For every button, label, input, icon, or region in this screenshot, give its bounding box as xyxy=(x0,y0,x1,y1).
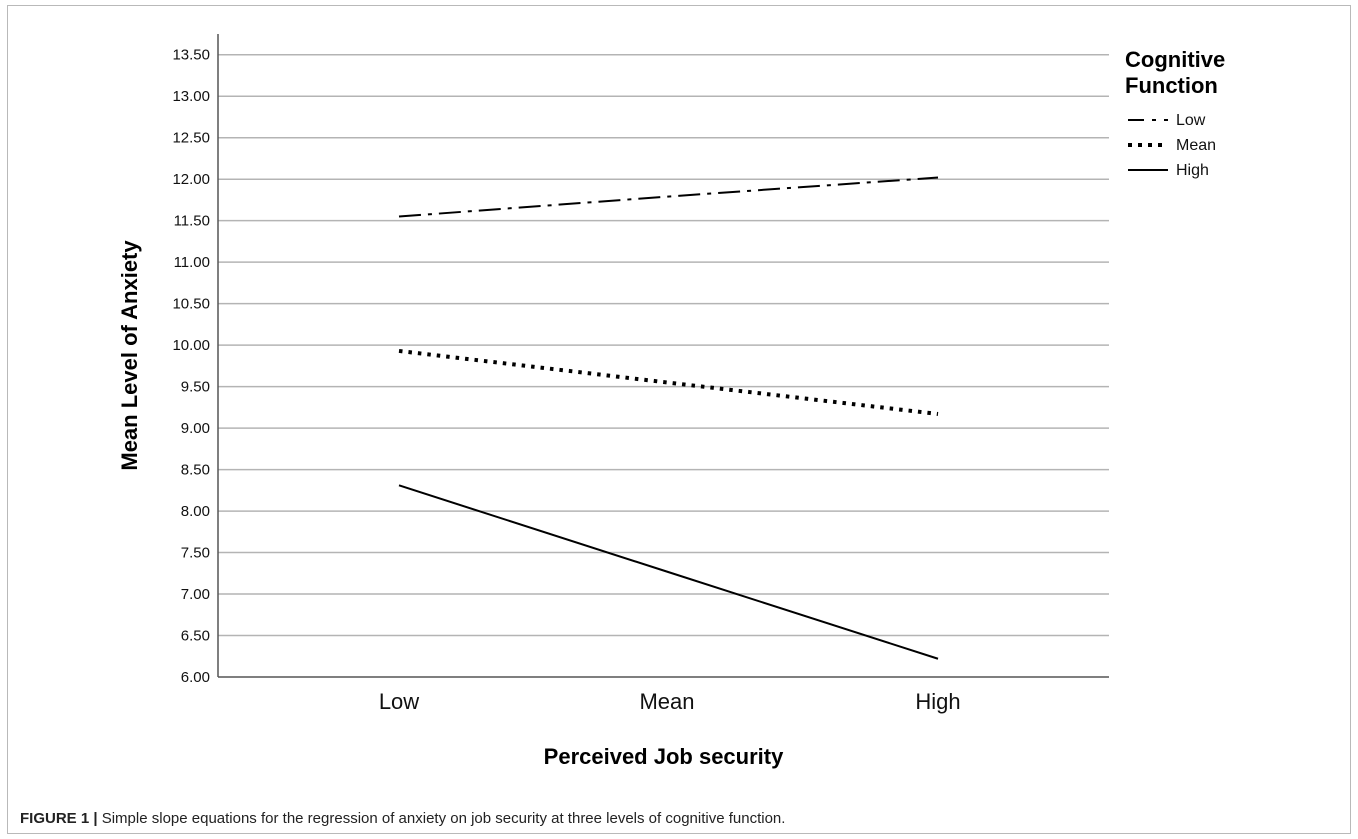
legend-label: High xyxy=(1176,162,1209,179)
y-tick-label: 13.50 xyxy=(172,47,210,64)
y-tick-label: 11.50 xyxy=(174,213,210,230)
x-category-label: High xyxy=(915,689,960,714)
legend: Cognitive Function Low Mean High xyxy=(1125,47,1225,179)
gridlines xyxy=(218,55,1109,636)
series-lines xyxy=(399,178,938,659)
y-tick-label: 10.50 xyxy=(172,296,210,313)
legend-label: Low xyxy=(1176,112,1206,129)
figure-caption: FIGURE 1 | Simple slope equations for th… xyxy=(20,810,785,827)
y-tick-labels: 6.00 6.50 7.00 7.50 8.00 8.50 9.00 9.50 10.00 10.… xyxy=(172,47,210,686)
y-tick-label: 8.00 xyxy=(181,503,210,520)
x-category-label: Low xyxy=(379,689,419,714)
y-tick-label: 7.50 xyxy=(181,545,210,562)
series-line-low xyxy=(399,178,938,217)
y-tick-label: 9.50 xyxy=(181,379,210,396)
y-tick-label: 6.00 xyxy=(181,669,210,686)
y-axis-title: Mean Level of Anxiety xyxy=(117,240,142,471)
y-tick-label: 12.50 xyxy=(172,130,210,147)
y-tick-label: 6.50 xyxy=(181,628,210,645)
y-tick-label: 12.00 xyxy=(172,171,210,188)
y-tick-label: 10.00 xyxy=(172,337,210,354)
caption-text: Simple slope equations for the regressio… xyxy=(98,810,786,827)
y-tick-label: 13.00 xyxy=(172,88,210,105)
series-line-mean xyxy=(399,351,938,414)
legend-title-line-2: Function xyxy=(1125,73,1218,98)
y-tick-label: 9.00 xyxy=(181,420,210,437)
axes xyxy=(218,34,1109,677)
x-axis-title: Perceived Job security xyxy=(544,744,784,769)
legend-label: Mean xyxy=(1176,137,1216,154)
x-category-labels: Low Mean High xyxy=(379,689,961,714)
y-tick-label: 11.00 xyxy=(174,254,210,271)
legend-items: Low Mean High xyxy=(1128,112,1216,179)
x-category-label: Mean xyxy=(639,689,694,714)
y-tick-label: 8.50 xyxy=(181,462,210,479)
figure-number: FIGURE 1 | xyxy=(20,810,98,827)
y-tick-label: 7.00 xyxy=(181,586,210,603)
legend-title-line-1: Cognitive xyxy=(1125,47,1225,72)
